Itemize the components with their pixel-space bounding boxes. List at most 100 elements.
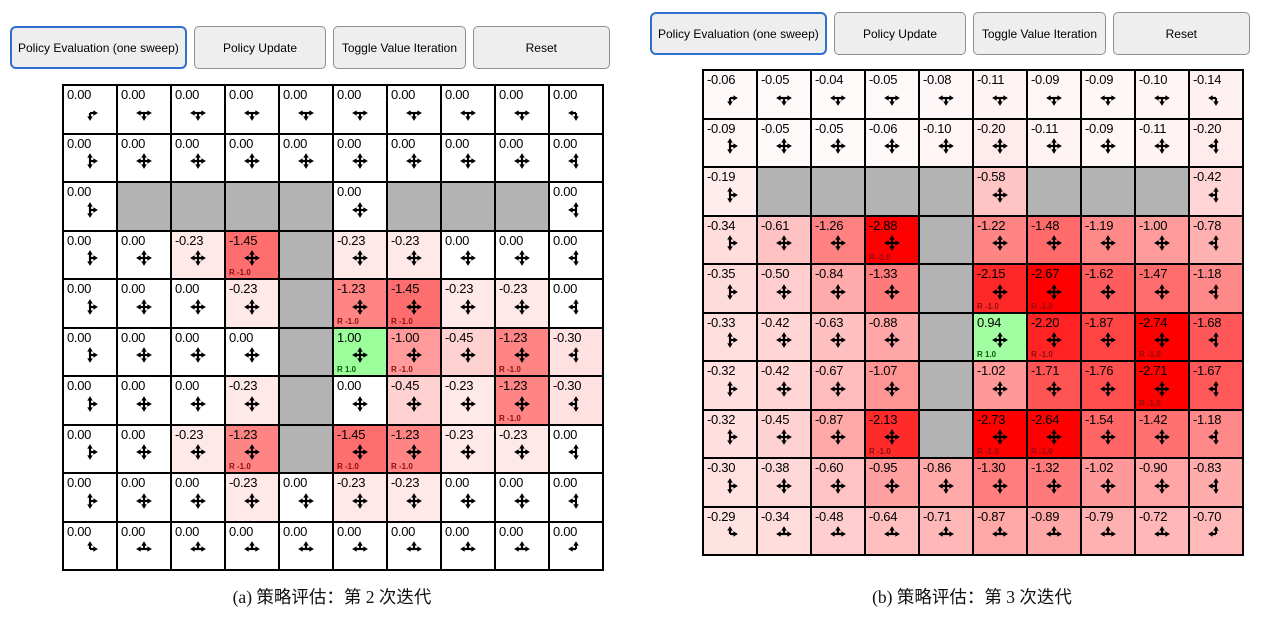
grid-cell[interactable]: -0.50: [757, 264, 811, 313]
grid-cell[interactable]: 0.00: [63, 473, 117, 522]
grid-cell[interactable]: -2.13 R -1.0: [865, 409, 919, 458]
grid-cell[interactable]: -0.23: [225, 279, 279, 328]
grid-cell[interactable]: -1.26: [811, 215, 865, 264]
grid-cell[interactable]: -1.45 R -1.0: [225, 230, 279, 279]
grid-cell[interactable]: -0.09: [1027, 70, 1081, 119]
grid-cell[interactable]: 0.00: [549, 85, 603, 134]
grid-cell[interactable]: 0.94 R 1.0: [973, 312, 1027, 361]
policy-update-button[interactable]: Policy Update: [193, 26, 327, 69]
grid-cell[interactable]: -0.58: [973, 167, 1027, 216]
grid-cell[interactable]: -0.23: [225, 473, 279, 522]
grid-cell[interactable]: 0.00: [549, 230, 603, 279]
grid-cell[interactable]: -0.87: [973, 506, 1027, 555]
grid-cell[interactable]: 0.00: [333, 521, 387, 570]
grid-cell[interactable]: 0.00: [171, 376, 225, 425]
grid-cell[interactable]: 0.00: [549, 133, 603, 182]
grid-cell[interactable]: -0.45: [441, 327, 495, 376]
grid-cell[interactable]: -0.78: [1189, 215, 1243, 264]
grid-cell[interactable]: -2.88 R -1.0: [865, 215, 919, 264]
grid-cell[interactable]: -0.04: [811, 70, 865, 119]
grid-cell[interactable]: -1.18: [1189, 264, 1243, 313]
grid-cell[interactable]: 0.00: [225, 521, 279, 570]
grid-cell[interactable]: 0.00: [387, 133, 441, 182]
grid-cell[interactable]: 0.00: [171, 473, 225, 522]
grid-cell[interactable]: -0.23: [333, 230, 387, 279]
grid-cell[interactable]: -2.67 R -1.0: [1027, 264, 1081, 313]
grid-cell[interactable]: -0.70: [1189, 506, 1243, 555]
grid-cell[interactable]: -1.30: [973, 458, 1027, 507]
grid-cell[interactable]: 0.00: [549, 182, 603, 231]
grid-cell[interactable]: -0.19: [703, 167, 757, 216]
grid-cell[interactable]: 0.00: [171, 85, 225, 134]
grid-cell[interactable]: 0.00: [117, 230, 171, 279]
grid-cell[interactable]: 0.00: [63, 133, 117, 182]
grid-cell[interactable]: -0.30: [703, 458, 757, 507]
grid-cell[interactable]: -1.00: [1135, 215, 1189, 264]
grid-cell[interactable]: -0.79: [1081, 506, 1135, 555]
grid-cell[interactable]: 0.00: [495, 133, 549, 182]
grid-cell[interactable]: 0.00: [549, 279, 603, 328]
grid-cell[interactable]: -1.02: [1081, 458, 1135, 507]
grid-cell[interactable]: -1.18: [1189, 409, 1243, 458]
grid-cell[interactable]: -2.74 R -1.0: [1135, 312, 1189, 361]
grid-cell[interactable]: -0.23: [441, 424, 495, 473]
grid-cell[interactable]: 0.00: [171, 327, 225, 376]
grid-cell[interactable]: -0.11: [973, 70, 1027, 119]
grid-cell[interactable]: -1.23 R -1.0: [225, 424, 279, 473]
grid-cell[interactable]: -0.48: [811, 506, 865, 555]
grid-cell[interactable]: -0.23: [387, 230, 441, 279]
grid-cell[interactable]: -0.09: [1081, 70, 1135, 119]
grid-cell[interactable]: -0.34: [757, 506, 811, 555]
grid-cell[interactable]: 0.00: [333, 182, 387, 231]
grid-cell[interactable]: -2.20 R -1.0: [1027, 312, 1081, 361]
grid-cell[interactable]: -0.35: [703, 264, 757, 313]
grid-cell[interactable]: 0.00: [63, 327, 117, 376]
grid-cell[interactable]: -1.23 R -1.0: [495, 376, 549, 425]
grid-cell[interactable]: -0.10: [919, 118, 973, 167]
grid-cell[interactable]: -1.67: [1189, 361, 1243, 410]
grid-cell[interactable]: -0.45: [757, 409, 811, 458]
grid-cell[interactable]: -0.38: [757, 458, 811, 507]
grid-cell[interactable]: -0.23: [495, 279, 549, 328]
grid-cell[interactable]: -0.42: [757, 361, 811, 410]
grid-cell[interactable]: 0.00: [63, 424, 117, 473]
grid-cell[interactable]: -0.23: [171, 424, 225, 473]
grid-cell[interactable]: -0.23: [495, 424, 549, 473]
grid-cell[interactable]: 0.00: [441, 521, 495, 570]
grid-cell[interactable]: -0.61: [757, 215, 811, 264]
grid-cell[interactable]: -0.42: [757, 312, 811, 361]
grid-cell[interactable]: -0.05: [865, 70, 919, 119]
grid-cell[interactable]: -0.09: [703, 118, 757, 167]
grid-cell[interactable]: -0.88: [865, 312, 919, 361]
grid-cell[interactable]: -2.73 R -1.0: [973, 409, 1027, 458]
grid-cell[interactable]: 0.00: [117, 424, 171, 473]
grid-cell[interactable]: 0.00: [117, 521, 171, 570]
grid-cell[interactable]: 0.00: [441, 133, 495, 182]
grid-cell[interactable]: -0.23: [171, 230, 225, 279]
grid-cell[interactable]: 0.00: [225, 327, 279, 376]
grid-cell[interactable]: -1.02: [973, 361, 1027, 410]
grid-cell[interactable]: 0.00: [63, 376, 117, 425]
grid-cell[interactable]: 0.00: [279, 521, 333, 570]
grid-cell[interactable]: -0.30: [549, 327, 603, 376]
grid-cell[interactable]: -0.45: [387, 376, 441, 425]
grid-cell[interactable]: -2.15 R -1.0: [973, 264, 1027, 313]
grid-cell[interactable]: -2.64 R -1.0: [1027, 409, 1081, 458]
grid-cell[interactable]: 0.00: [495, 473, 549, 522]
grid-cell[interactable]: -0.20: [973, 118, 1027, 167]
grid-cell[interactable]: 0.00: [441, 473, 495, 522]
grid-cell[interactable]: -0.64: [865, 506, 919, 555]
grid-cell[interactable]: -0.42: [1189, 167, 1243, 216]
grid-cell[interactable]: -0.05: [811, 118, 865, 167]
reset-button[interactable]: Reset: [1112, 12, 1251, 55]
grid-cell[interactable]: -0.11: [1027, 118, 1081, 167]
grid-cell[interactable]: 0.00: [63, 85, 117, 134]
grid-cell[interactable]: -0.60: [811, 458, 865, 507]
grid-cell[interactable]: 0.00: [441, 230, 495, 279]
grid-cell[interactable]: -0.11: [1135, 118, 1189, 167]
grid-cell[interactable]: -0.23: [441, 279, 495, 328]
grid-cell[interactable]: 0.00: [333, 85, 387, 134]
grid-cell[interactable]: -0.05: [757, 70, 811, 119]
grid-cell[interactable]: -1.87: [1081, 312, 1135, 361]
grid-cell[interactable]: -0.32: [703, 361, 757, 410]
